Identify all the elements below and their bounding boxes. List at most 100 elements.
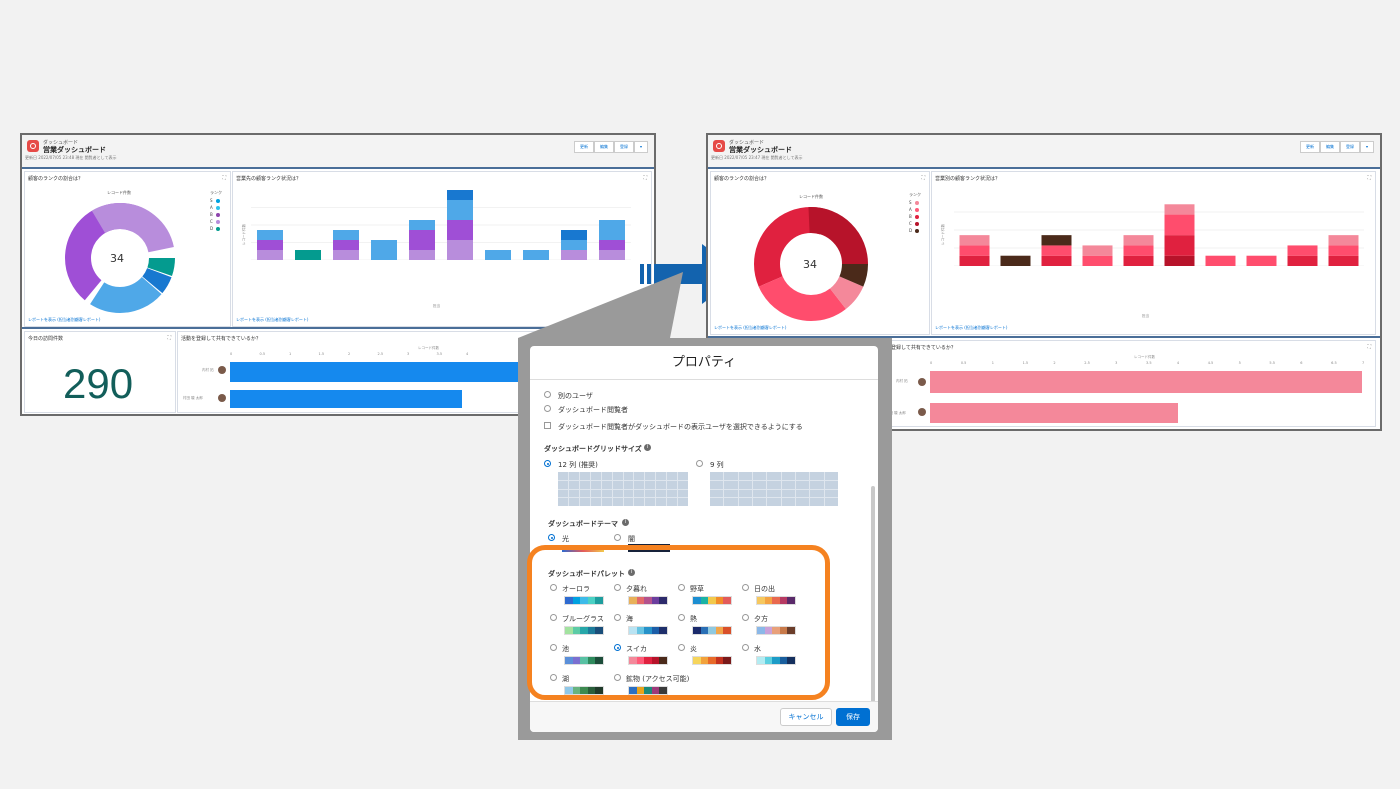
subscribe-button[interactable]: 登録 xyxy=(613,141,634,153)
rank-donut-chart xyxy=(754,207,868,321)
rank-legend-item: B xyxy=(210,212,220,217)
palette-color xyxy=(787,657,795,664)
palette-radio[interactable] xyxy=(550,584,557,591)
grid-9-radio[interactable] xyxy=(696,460,703,467)
palette-color xyxy=(595,657,603,664)
view-report-link[interactable]: レポートを表示 (担当者別顧客レポート) xyxy=(935,325,1008,330)
palette-color xyxy=(629,657,637,664)
donut-segment-a xyxy=(65,203,175,313)
view-report-link[interactable]: レポートを表示 (担当者別顧客レポート) xyxy=(28,317,101,322)
dashboard-breadcrumb: ダッシュボード xyxy=(43,140,79,146)
theme-dark-radio[interactable] xyxy=(614,534,621,541)
grid-cell xyxy=(667,472,678,480)
palette-radio[interactable] xyxy=(614,614,621,621)
bar-segment xyxy=(1082,245,1113,256)
palette-color xyxy=(644,627,652,634)
grid-12-radio[interactable] xyxy=(544,460,551,467)
bar-segment xyxy=(1328,245,1359,256)
rank-legend-item: S xyxy=(210,198,220,203)
visits-metric-card: 今日の訪問件数 ⛶ 290 xyxy=(24,331,176,413)
more-actions-button[interactable]: ▾ xyxy=(633,141,648,153)
row-label: 村田 駿 太郎 xyxy=(183,396,203,400)
grid-cell xyxy=(824,472,838,480)
grid-cell xyxy=(824,480,838,489)
expand-icon[interactable]: ⛶ xyxy=(1367,344,1371,350)
viewer-option-viewer-radio[interactable] xyxy=(544,405,551,412)
expand-icon[interactable]: ⛶ xyxy=(921,175,925,181)
more-actions-button[interactable]: ▾ xyxy=(1359,141,1374,153)
viewer-option-other-user-radio[interactable] xyxy=(544,391,551,398)
axis-tick: 1.5 xyxy=(318,352,325,356)
viewer-select-checkbox[interactable] xyxy=(544,422,551,429)
info-icon[interactable]: i xyxy=(628,569,635,576)
rank-legend-item: A xyxy=(210,205,220,210)
grid-cell xyxy=(623,498,634,506)
viewer-option-label: ダッシュボード閲覧者 xyxy=(558,406,628,414)
palette-color xyxy=(644,657,652,664)
refresh-button[interactable]: 更新 xyxy=(573,141,594,153)
rank-legend-label: A xyxy=(210,205,213,210)
view-report-link[interactable]: レポートを表示 (担当者別顧客レポート) xyxy=(236,317,309,322)
palette-radio[interactable] xyxy=(614,674,621,681)
grid-cell xyxy=(623,480,634,489)
expand-icon[interactable]: ⛶ xyxy=(167,335,171,341)
palette-radio[interactable] xyxy=(678,644,685,651)
theme-light-radio[interactable] xyxy=(548,534,555,541)
palette-swatch xyxy=(564,686,604,695)
refresh-button[interactable]: 更新 xyxy=(1299,141,1320,153)
grid-cell xyxy=(795,472,810,480)
axis-tick: 0.5 xyxy=(960,361,967,365)
palette-color xyxy=(587,657,596,664)
rank-legend-label: C xyxy=(210,219,213,224)
bar-segment xyxy=(561,240,587,250)
info-icon[interactable]: i xyxy=(622,519,629,526)
modal-scrollbar[interactable] xyxy=(871,486,875,716)
rank-legend-label: B xyxy=(909,214,912,219)
cancel-button[interactable]: キャンセル xyxy=(780,708,832,726)
palette-color xyxy=(565,687,573,694)
palette-color xyxy=(587,627,596,634)
axis-tick: 2 xyxy=(1053,361,1056,365)
grid-cell xyxy=(568,472,579,480)
edit-button[interactable]: 編集 xyxy=(593,141,614,153)
edit-button[interactable]: 編集 xyxy=(1319,141,1340,153)
legend-title: レコード件数 xyxy=(799,194,823,199)
palette-radio[interactable] xyxy=(678,614,685,621)
grid-cell xyxy=(678,489,688,498)
bar-segment xyxy=(1287,255,1318,266)
axis-tick: 7 xyxy=(1362,361,1365,365)
view-report-link[interactable]: レポートを表示 (担当者別顧客レポート) xyxy=(714,325,787,330)
palette-radio[interactable] xyxy=(550,644,557,651)
grid-cell xyxy=(623,489,634,498)
bar-segment xyxy=(1123,255,1154,266)
grid-cell xyxy=(678,498,688,506)
rank-legend-title: ランク xyxy=(909,192,921,197)
palette-radio[interactable] xyxy=(742,614,749,621)
palette-radio[interactable] xyxy=(614,584,621,591)
palette-radio[interactable] xyxy=(550,614,557,621)
axis-tick: 3 xyxy=(1115,361,1118,365)
expand-icon[interactable]: ⛶ xyxy=(222,175,226,181)
palette-color xyxy=(587,687,596,694)
rank-legend-swatch xyxy=(215,212,220,217)
grid-cell xyxy=(738,498,752,506)
palette-label: 湖 xyxy=(562,675,569,683)
palette-swatch xyxy=(628,626,668,635)
grid-cell xyxy=(612,489,623,498)
grid-cell xyxy=(579,489,590,498)
palette-radio[interactable] xyxy=(742,584,749,591)
donut-segment-d xyxy=(65,203,175,313)
grid-cell xyxy=(656,472,667,480)
save-button[interactable]: 保存 xyxy=(836,708,870,726)
expand-icon[interactable]: ⛶ xyxy=(643,175,647,181)
palette-radio[interactable] xyxy=(678,584,685,591)
expand-icon[interactable]: ⛶ xyxy=(1367,175,1371,181)
palette-radio[interactable] xyxy=(614,644,621,651)
info-icon[interactable]: i xyxy=(644,444,651,451)
palette-color xyxy=(700,657,709,664)
palette-radio[interactable] xyxy=(742,644,749,651)
palette-radio[interactable] xyxy=(550,674,557,681)
subscribe-button[interactable]: 登録 xyxy=(1339,141,1360,153)
bar-segment xyxy=(1287,245,1318,256)
viewer-select-label: ダッシュボード閲覧者がダッシュボードの表示ユーザを選択できるようにする xyxy=(558,423,803,431)
